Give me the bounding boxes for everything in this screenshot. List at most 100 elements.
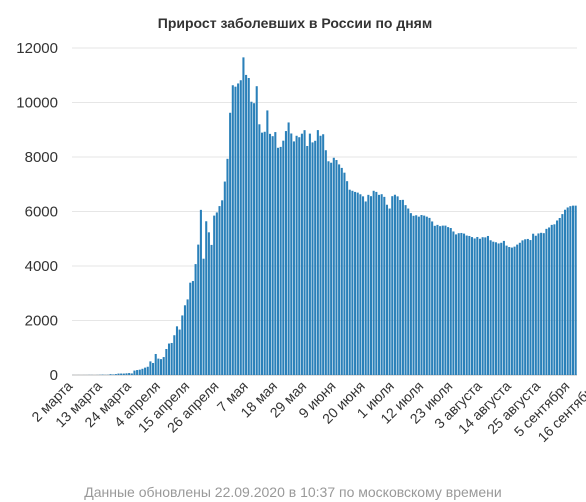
bar bbox=[534, 235, 537, 375]
bar bbox=[348, 189, 351, 375]
bar bbox=[447, 227, 450, 375]
bar bbox=[120, 373, 123, 375]
bar bbox=[561, 214, 564, 375]
bar bbox=[500, 242, 503, 375]
bar bbox=[377, 194, 381, 375]
bar bbox=[492, 241, 495, 375]
bar bbox=[245, 74, 248, 376]
bar bbox=[194, 264, 197, 375]
bar bbox=[290, 133, 293, 375]
y-tick-label: 4000 bbox=[25, 258, 58, 275]
bar bbox=[239, 80, 242, 376]
bar bbox=[221, 200, 224, 375]
bar bbox=[165, 349, 168, 375]
bar bbox=[340, 167, 343, 375]
bar bbox=[215, 212, 218, 375]
bar bbox=[311, 142, 314, 375]
bar bbox=[327, 161, 330, 375]
bar bbox=[550, 224, 553, 375]
bar bbox=[404, 205, 407, 375]
bar bbox=[157, 358, 160, 375]
bar bbox=[250, 101, 253, 376]
bar bbox=[502, 240, 505, 375]
bar bbox=[205, 221, 208, 375]
bar bbox=[526, 238, 529, 375]
bar bbox=[160, 359, 163, 375]
bar bbox=[122, 373, 125, 375]
bar bbox=[470, 237, 474, 375]
bar bbox=[343, 172, 346, 375]
bar bbox=[298, 137, 301, 375]
bar bbox=[335, 160, 338, 375]
bar bbox=[521, 240, 524, 375]
bar bbox=[332, 157, 335, 375]
bar bbox=[189, 282, 192, 375]
bar bbox=[183, 305, 186, 375]
bar bbox=[255, 86, 258, 375]
bar bbox=[202, 258, 205, 375]
bar bbox=[455, 234, 458, 375]
bar bbox=[431, 221, 434, 375]
y-tick-label: 0 bbox=[50, 367, 58, 384]
bar bbox=[136, 370, 139, 375]
bar bbox=[199, 209, 202, 375]
bar bbox=[558, 217, 561, 375]
bar bbox=[518, 242, 521, 375]
bar bbox=[173, 335, 176, 375]
bar bbox=[210, 244, 213, 375]
bar bbox=[359, 194, 362, 375]
bar bbox=[287, 122, 290, 375]
bar bbox=[152, 363, 155, 375]
bar-chart: Прирост заболевших в России по дням 0 200… bbox=[16, 15, 586, 445]
bar bbox=[532, 233, 535, 375]
bar bbox=[266, 110, 269, 376]
bar bbox=[213, 215, 216, 375]
bar bbox=[388, 208, 391, 375]
bar bbox=[282, 140, 285, 375]
bar bbox=[218, 206, 221, 375]
bar bbox=[271, 136, 274, 375]
bar bbox=[478, 238, 482, 375]
bar bbox=[428, 217, 431, 375]
bar bbox=[130, 373, 133, 375]
bar bbox=[436, 224, 439, 375]
bar bbox=[396, 196, 399, 375]
bar bbox=[308, 133, 311, 375]
bar bbox=[569, 206, 572, 375]
bar bbox=[175, 326, 179, 375]
bar bbox=[223, 181, 226, 375]
update-footer: Данные обновлены 22.09.2020 в 10:37 по м… bbox=[84, 484, 502, 500]
bar bbox=[476, 236, 479, 375]
bar bbox=[425, 216, 428, 375]
bar bbox=[399, 200, 402, 375]
bar bbox=[468, 235, 471, 375]
bar bbox=[146, 366, 149, 375]
bar bbox=[383, 196, 386, 375]
bar bbox=[516, 244, 519, 375]
bar bbox=[553, 224, 556, 375]
bar bbox=[423, 215, 426, 375]
bar bbox=[444, 225, 447, 375]
bar bbox=[433, 225, 436, 375]
bar bbox=[109, 374, 112, 375]
bar bbox=[545, 228, 548, 375]
bar bbox=[571, 205, 575, 375]
bar bbox=[261, 132, 264, 375]
bar bbox=[542, 233, 545, 375]
y-tick-label: 8000 bbox=[25, 149, 58, 166]
bar bbox=[486, 235, 489, 375]
bar bbox=[460, 232, 463, 375]
bar bbox=[279, 146, 282, 375]
bar bbox=[284, 131, 287, 375]
bar bbox=[303, 130, 306, 375]
bar bbox=[524, 239, 527, 375]
bar bbox=[457, 233, 460, 375]
bar bbox=[393, 194, 396, 375]
bar bbox=[369, 196, 373, 375]
y-tick-label: 2000 bbox=[25, 313, 58, 330]
bar bbox=[556, 220, 559, 375]
y-tick-label: 10000 bbox=[16, 95, 58, 112]
bar bbox=[162, 357, 165, 375]
bar bbox=[231, 85, 234, 375]
bar bbox=[133, 370, 136, 375]
